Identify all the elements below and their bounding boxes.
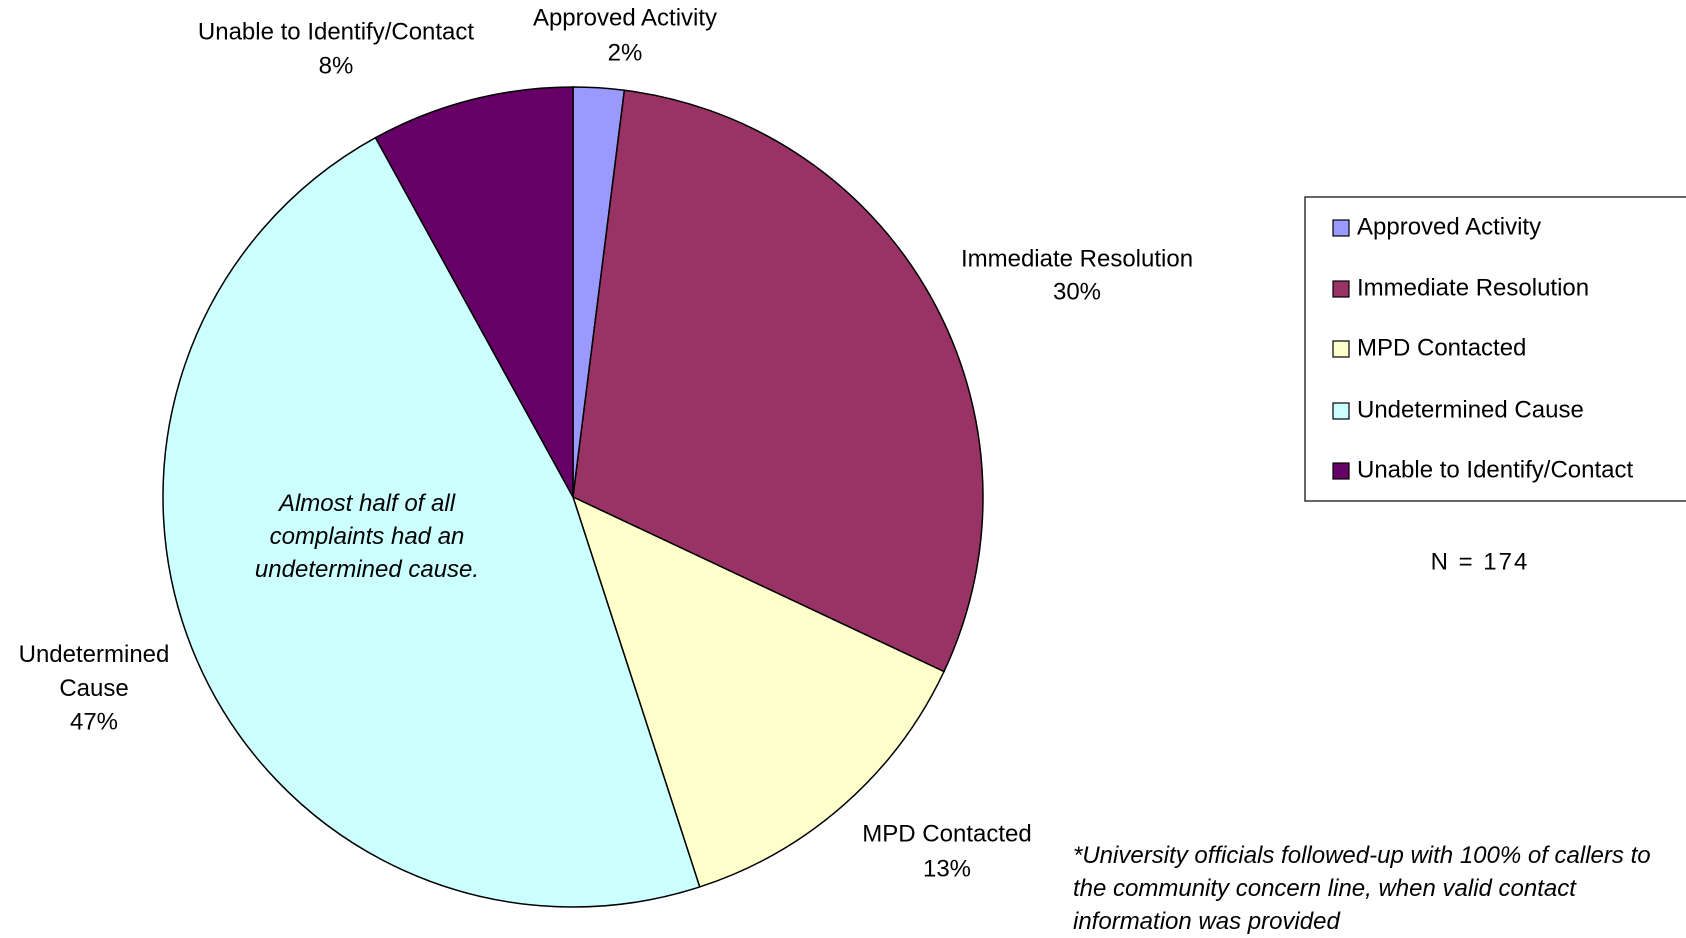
slice-value-label: 30% <box>1053 278 1101 305</box>
slice-value-label: 13% <box>923 855 971 882</box>
pie-slice <box>374 86 574 498</box>
legend-swatch <box>1332 402 1350 420</box>
slice-label: Immediate Resolution <box>961 245 1193 272</box>
slice-value-label: 2% <box>608 39 643 66</box>
legend-box <box>1304 196 1686 502</box>
legend-label: MPD Contacted <box>1357 334 1526 361</box>
pie-slice <box>162 136 701 908</box>
slice-label: Undetermined Cause <box>18 641 170 702</box>
legend-label: Immediate Resolution <box>1357 274 1589 301</box>
legend-label: Unable to Identify/Contact <box>1357 456 1633 483</box>
slice-label: Approved Activity <box>533 4 717 31</box>
legend-label: Approved Activity <box>1357 213 1541 240</box>
legend-swatch <box>1332 280 1350 298</box>
slice-value-label: 8% <box>319 52 354 79</box>
pie-slice <box>571 495 945 888</box>
slice-label: Unable to Identify/Contact <box>198 18 474 45</box>
slice-label: MPD Contacted <box>862 820 1031 847</box>
pie-slice <box>572 89 984 673</box>
legend-label: Undetermined Cause <box>1357 396 1584 423</box>
legend-swatch <box>1332 219 1350 237</box>
legend-swatch <box>1332 340 1350 358</box>
footnote: *University officials followed-up with 1… <box>1073 842 1651 935</box>
sample-size: N = 174 <box>1431 548 1530 575</box>
annotation: Almost half of all complaints had an und… <box>254 490 480 583</box>
slice-value-label: 47% <box>70 708 118 735</box>
legend-swatch <box>1332 462 1350 480</box>
